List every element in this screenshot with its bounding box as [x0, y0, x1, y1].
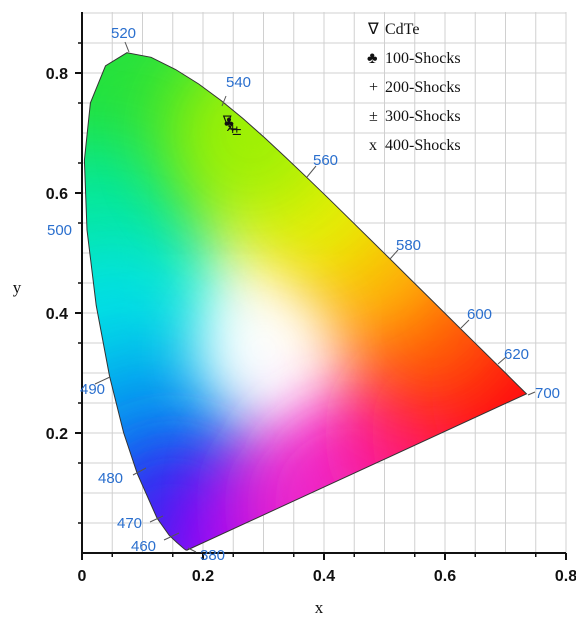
wl-label-480: 480	[98, 470, 123, 487]
wl-label-600: 600	[467, 306, 492, 323]
legend-label-200-shocks: 200-Shocks	[385, 79, 461, 96]
y-tick-label: 0.6	[46, 186, 68, 203]
wl-tick-460	[163, 532, 180, 541]
x-tick-label: 0.8	[555, 568, 576, 585]
legend-label-cdte: CdTe	[385, 21, 419, 38]
marker-cdte: ∇	[222, 114, 232, 129]
legend-label-300-shocks: 300-Shocks	[385, 108, 461, 125]
data-markers: ∇♣+±x	[222, 114, 242, 139]
wl-tick-470	[149, 515, 164, 523]
wl-tick-480	[132, 467, 147, 476]
wl-tick-540	[221, 95, 227, 107]
legend: ∇ CdTe ♣ 100-Shocks + 200-Shocks ± 300-S…	[367, 21, 461, 154]
wl-tick-700	[527, 391, 536, 396]
wavelength-labels: 460 470 480 490 500 520 540 560 580 600 …	[47, 25, 560, 564]
wl-tick-580	[389, 249, 399, 260]
wl-label-380: 380	[200, 547, 225, 564]
wl-label-500: 500	[47, 222, 72, 239]
y-tick-label: 0.8	[46, 66, 68, 83]
wl-label-560: 560	[313, 152, 338, 169]
wl-tick-490	[94, 376, 111, 385]
y-axis-title: y	[13, 278, 22, 297]
wl-label-580: 580	[396, 237, 421, 254]
wl-label-490: 490	[80, 381, 105, 398]
legend-marker-100-shocks: ♣	[367, 50, 378, 67]
wl-tick-560	[306, 165, 317, 178]
wl-tick-620	[497, 356, 507, 365]
spectral-locus-outline	[83, 52, 528, 551]
legend-marker-200-shocks: +	[369, 79, 378, 96]
legend-marker-300-shocks: ±	[369, 108, 378, 125]
wl-tick-600	[460, 319, 470, 329]
x-tick-label: 0.6	[434, 568, 456, 585]
wl-label-460: 460	[131, 538, 156, 555]
x-tick-label: 0.4	[313, 568, 335, 585]
wl-tick-520	[124, 41, 130, 53]
y-tick-label: 0.4	[46, 306, 68, 323]
wl-label-620: 620	[504, 346, 529, 363]
axes: 0 0.2 0.4 0.6 0.8 0.2 0.4 0.6 0.8	[46, 12, 576, 585]
wl-label-700: 700	[535, 385, 560, 402]
x-tick-label: 0.2	[192, 568, 214, 585]
wl-tick-380	[187, 547, 197, 553]
wl-label-520: 520	[111, 25, 136, 42]
marker-100-shocks: ♣	[223, 116, 235, 131]
legend-label-400-shocks: 400-Shocks	[385, 137, 461, 154]
marker-200-shocks: +	[227, 122, 238, 137]
x-axis-title: x	[315, 598, 324, 617]
y-tick-label: 0.2	[46, 426, 68, 443]
wl-label-470: 470	[117, 515, 142, 532]
marker-300-shocks: ±	[231, 124, 242, 139]
legend-marker-400-shocks: x	[369, 137, 377, 154]
marker-400-shocks: x	[226, 120, 234, 135]
legend-marker-cdte: ∇	[367, 21, 379, 38]
wl-label-540: 540	[226, 74, 251, 91]
x-tick-label: 0	[78, 568, 87, 585]
legend-label-100-shocks: 100-Shocks	[385, 50, 461, 67]
white-point-glow	[203, 294, 324, 404]
